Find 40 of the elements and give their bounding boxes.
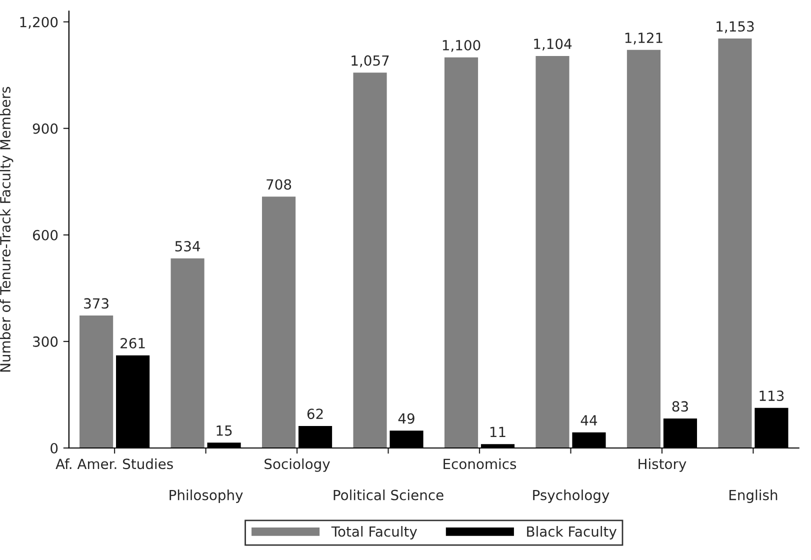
x-tick-label: Economics [444,458,516,470]
bar [536,56,570,448]
data-label: 534 [175,241,200,252]
data-label: 113 [760,390,784,402]
bar [718,38,752,448]
data-label: 261 [120,338,145,348]
y-tick-label: 0 [50,442,58,454]
x-tick-label: English [730,490,778,503]
y-tick-label: 300 [33,336,58,347]
bar [262,196,296,448]
data-label: 62 [307,408,323,420]
legend-label: Black Faculty [527,526,617,540]
x-tick-label: Af. Amer. Studies [56,458,173,470]
x-tick-label: Political Science [334,490,444,500]
bar [80,316,114,448]
bar [170,258,204,448]
data-label: 11 [490,426,506,438]
data-label: 83 [672,401,688,412]
data-label: 1,153 [716,21,754,34]
bar [353,72,387,448]
data-label: 49 [398,413,414,424]
data-label: 1,121 [625,32,662,44]
y-axis-title: Number of Tenure-Track Faculty Members [0,86,14,372]
data-label: 1,104 [534,38,572,51]
y-tick-label: 600 [32,230,58,240]
x-tick-label: History [638,458,686,472]
data-label: 708 [266,179,292,190]
legend-label: Total Faculty [331,526,418,540]
data-label: 373 [84,298,108,309]
y-tick-label: 1,200 [20,16,58,29]
x-tick-label: Psychology [533,490,610,503]
x-tick-label: Sociology [264,458,330,472]
y-tick-label: 900 [32,123,58,134]
data-label: 1,100 [442,40,480,52]
data-label: 44 [580,415,598,426]
data-label: 1,057 [352,55,389,68]
x-tick-label: Philosophy [170,490,243,503]
data-label: 15 [216,425,232,436]
bar [626,50,661,448]
bar [444,57,478,448]
